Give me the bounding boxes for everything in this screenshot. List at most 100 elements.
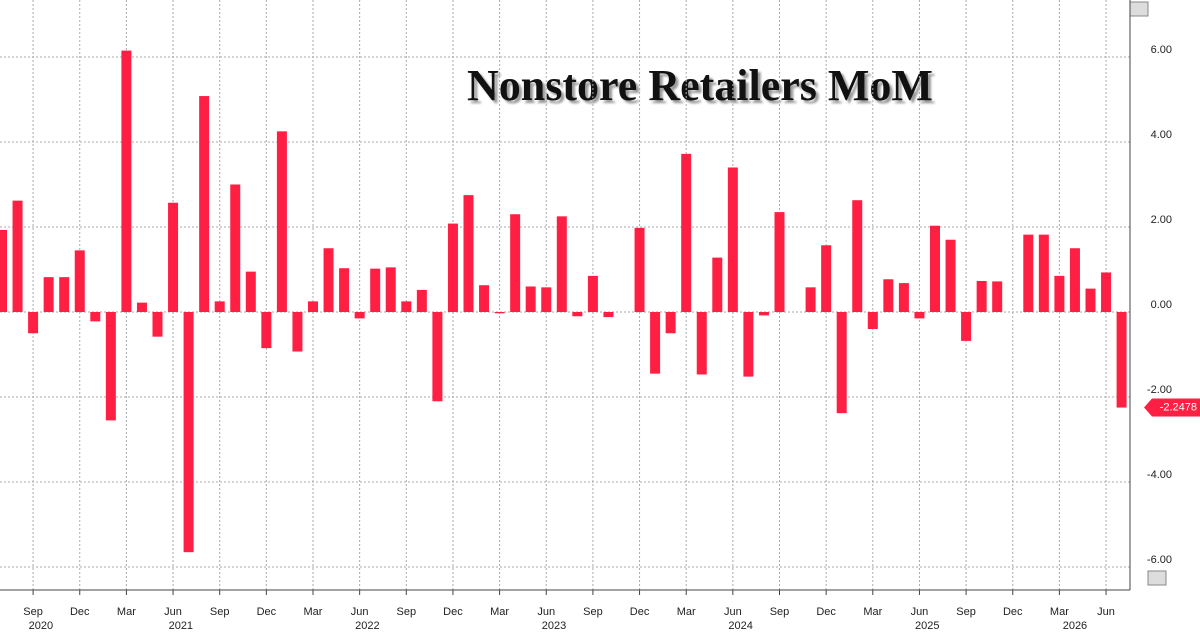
y-tick-label: -6.00 [1147,554,1172,566]
bar [1054,275,1065,313]
bar [339,268,350,313]
bar [727,167,738,313]
bar [914,312,925,319]
bar [74,250,85,313]
bar [416,289,427,313]
bar [230,184,241,313]
bar [43,277,54,313]
bar [867,312,878,330]
x-year-label: 2026 [1063,620,1087,632]
y-tick-label: -4.00 [1147,469,1172,481]
x-tick-label: Dec [443,606,463,618]
last-value-marker [1144,398,1200,417]
y-tick-label: -2.00 [1147,384,1172,396]
x-tick-label: Dec [70,606,90,618]
bar [821,245,832,313]
bar [587,275,598,313]
chart-title: Nonstore Retailers MoM [467,61,933,110]
x-tick-label: Dec [1003,606,1023,618]
x-tick-label: Jun [537,606,555,618]
bar [59,277,70,313]
x-year-label: 2023 [542,620,566,632]
x-year-label: 2024 [728,620,752,632]
bar [1038,234,1049,313]
bar [510,214,521,313]
y-tick-label: 2.00 [1151,214,1172,226]
bar [712,257,723,313]
x-tick-label: Mar [117,606,136,618]
bar [199,96,210,313]
y-tick-label: 4.00 [1151,129,1172,141]
bar [883,279,894,313]
bar [681,153,692,313]
x-year-label: 2021 [169,620,193,632]
bar [976,280,987,313]
x-tick-label: Sep [770,606,790,618]
bar [603,312,614,318]
bar [525,286,536,313]
bar [12,200,23,313]
bar [214,301,225,313]
bar [634,227,645,313]
bar [836,312,847,414]
y-tick-label: 6.00 [1151,44,1172,56]
bar [136,302,147,313]
bar [1101,272,1112,313]
x-tick-label: Sep [210,606,230,618]
bar [385,267,396,313]
x-tick-label: Dec [257,606,277,618]
bar [1023,234,1034,313]
bar [479,285,490,313]
x-year-label: 2022 [355,620,379,632]
bar [696,312,707,375]
x-tick-label: Mar [863,606,882,618]
bar [0,229,7,313]
bar [556,216,567,313]
bar [105,312,116,421]
toolbar-icon[interactable] [1129,1,1149,17]
x-tick-label: Dec [816,606,836,618]
x-tick-label: Sep [23,606,43,618]
y-tick-label: 0.00 [1151,299,1172,311]
bar [152,312,163,337]
bar [1116,312,1127,408]
x-tick-label: Sep [956,606,976,618]
bar [758,312,769,316]
bar [432,312,443,402]
x-tick-label: Sep [583,606,603,618]
bar [354,312,365,319]
x-tick-label: Jun [911,606,929,618]
bar [261,312,272,349]
bar [401,301,412,313]
bar [183,312,194,553]
x-tick-label: Mar [304,606,323,618]
bar [90,312,101,322]
bar [805,287,816,313]
bar [992,281,1003,313]
bar [323,248,334,313]
x-tick-label: Jun [164,606,182,618]
bar [930,225,940,313]
bar [961,312,972,341]
bar [743,312,754,377]
bar [945,239,956,313]
x-year-label: 2020 [29,620,53,632]
bar [494,312,505,314]
bar [276,131,287,313]
bar [1069,248,1080,313]
last-value-label: -2.2478 [1160,401,1197,413]
bar [1085,288,1096,313]
toolbar-icon[interactable] [1147,570,1167,586]
bar [28,312,39,334]
bar [308,301,318,313]
x-tick-label: Sep [397,606,417,618]
bar [121,50,132,313]
x-tick-label: Jun [724,606,742,618]
bar [898,283,909,313]
bar [245,271,256,313]
bar [292,312,303,352]
bar [572,312,583,317]
x-tick-label: Dec [630,606,650,618]
bar [665,312,676,334]
